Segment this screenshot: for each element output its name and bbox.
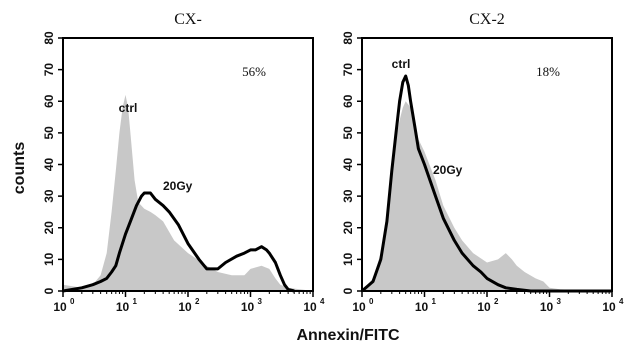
y-tick-label: 60	[341, 94, 355, 108]
x-tick-label: 10	[178, 300, 192, 314]
ctrl-annotation: ctrl	[119, 101, 138, 115]
y-tick-label: 20	[42, 221, 56, 235]
ctrl-annotation: ctrl	[392, 57, 411, 71]
treated-annotation: 20Gy	[163, 179, 193, 193]
x-tick-label: 10	[53, 300, 67, 314]
y-tick-label: 70	[42, 63, 56, 77]
x-tick-exponent: 4	[320, 297, 325, 306]
y-tick-label: 50	[341, 126, 355, 140]
x-tick-exponent: 0	[70, 297, 75, 306]
x-tick-label: 10	[116, 300, 130, 314]
x-axis-label: Annexin/FITC	[296, 327, 400, 344]
y-tick-label: 80	[42, 31, 56, 45]
x-tick-label: 10	[415, 300, 429, 314]
y-tick-label: 10	[42, 252, 56, 266]
x-tick-label: 10	[540, 300, 554, 314]
chart-title: CX-2	[469, 11, 505, 28]
x-tick-label: 10	[352, 300, 366, 314]
y-axis-label: counts	[11, 142, 28, 195]
x-tick-label: 10	[303, 300, 317, 314]
y-tick-label: 20	[341, 221, 355, 235]
y-tick-label: 40	[42, 158, 56, 172]
plot-frame	[62, 37, 314, 292]
x-tick-exponent: 4	[619, 297, 624, 306]
y-tick-label: 30	[341, 189, 355, 203]
x-tick-exponent: 2	[494, 297, 499, 306]
series-ctrl-histogram	[362, 101, 612, 291]
x-tick-label: 10	[477, 300, 491, 314]
series-ctrl-histogram	[63, 94, 313, 292]
x-tick-label: 10	[602, 300, 616, 314]
percent-annotation: 18%	[536, 64, 560, 79]
y-tick-label: 40	[341, 158, 355, 172]
series-20gy-line	[361, 74, 612, 293]
x-tick-exponent: 2	[195, 297, 200, 306]
x-tick-exponent: 0	[369, 297, 374, 306]
y-tick-label: 0	[341, 287, 355, 294]
x-tick-exponent: 3	[258, 297, 263, 306]
y-tick-label: 30	[42, 189, 56, 203]
percent-annotation: 56%	[242, 64, 266, 79]
y-tick-label: 60	[42, 94, 56, 108]
x-tick-label: 10	[241, 300, 255, 314]
x-tick-exponent: 3	[557, 297, 562, 306]
treated-annotation: 20Gy	[433, 163, 463, 177]
y-tick-label: 80	[341, 31, 355, 45]
x-tick-exponent: 1	[133, 297, 138, 306]
series-20gy-line	[62, 191, 295, 293]
y-tick-label: 50	[42, 126, 56, 140]
y-tick-label: 0	[42, 287, 56, 294]
y-tick-label: 10	[341, 252, 355, 266]
y-tick-label: 70	[341, 63, 355, 77]
x-tick-exponent: 1	[432, 297, 437, 306]
chart-title: CX-	[174, 11, 202, 28]
